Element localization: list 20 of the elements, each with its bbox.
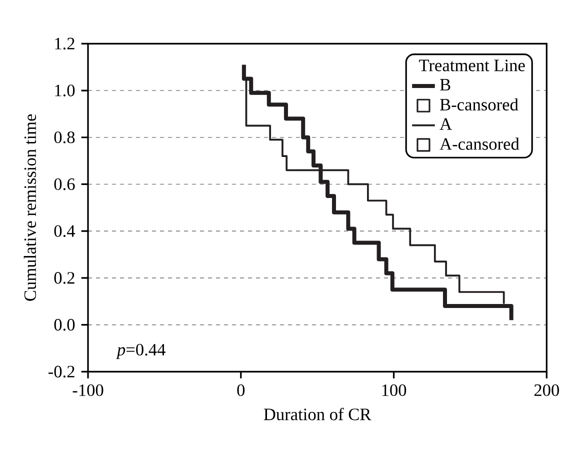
legend-label: A-cansored [440,138,520,150]
y-tick-label: 0.4 [54,225,76,237]
y-tick-label: 0.2 [54,272,74,284]
x-tick-label: 200 [534,384,559,396]
y-axis-title: Cumulative remission time [24,114,36,301]
legend-title: Treatment Line [419,60,525,72]
x-tick-label: -100 [72,384,104,396]
y-tick-label: 1.2 [55,38,74,50]
x-tick-label: 100 [382,384,406,396]
x-tick-label: 0 [237,384,245,396]
x-axis-title: Duration of CR [264,408,372,420]
legend-label: A [440,118,452,130]
y-tick-label: -0.2 [48,366,74,378]
y-tick-label: 0.8 [54,131,75,144]
legend-label: B-cansored [440,98,518,111]
y-tick-label: 0.6 [54,178,75,190]
y-tick-label: 1.0 [55,84,75,96]
legend-label: B [440,79,450,90]
annotation: p=0.44 [116,344,166,360]
y-tick-label: 0.0 [54,318,75,331]
